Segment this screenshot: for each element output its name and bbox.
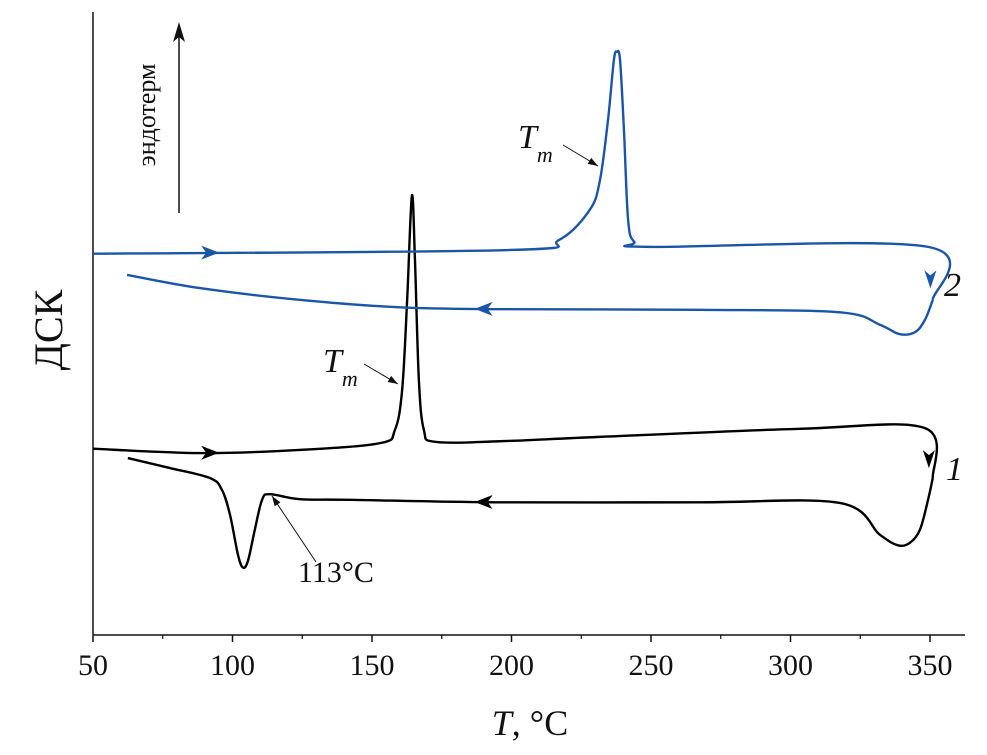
x-tick-label: 200 xyxy=(489,649,534,682)
series-label-2: 2 xyxy=(944,267,961,304)
cooling-arrow-icon xyxy=(474,301,493,316)
crystallization-pointer-head xyxy=(272,496,281,507)
tm-label-1: Tm xyxy=(323,343,358,391)
heating-arrow-icon xyxy=(201,445,220,460)
x-axis-variable: T xyxy=(492,703,515,743)
tm-pointer-2-head xyxy=(587,157,598,166)
turnaround-arrow-icon xyxy=(924,270,937,289)
endotherm-arrow-head xyxy=(173,22,185,42)
x-tick-label: 250 xyxy=(629,649,674,682)
cooling-arrow-icon xyxy=(474,495,493,510)
curves xyxy=(92,49,952,570)
heating-curve-2 xyxy=(92,49,952,301)
series-label-1: 1 xyxy=(946,451,963,488)
x-tick-label: 50 xyxy=(78,649,108,682)
series-1 xyxy=(92,194,939,570)
axes: 50 100 150 200 250 300 350 xyxy=(78,12,965,682)
heating-curve-1 xyxy=(92,194,939,479)
x-tick-label: 150 xyxy=(350,649,395,682)
crystallization-pointer xyxy=(271,495,317,563)
x-axis-unit: , °C xyxy=(512,703,568,743)
x-tick-label: 300 xyxy=(768,649,813,682)
tm-pointer-1-head xyxy=(387,375,398,384)
x-tick-label: 100 xyxy=(210,649,255,682)
annotations xyxy=(271,144,599,563)
y-axis-label: ДСК xyxy=(26,289,71,370)
x-tick-label: 350 xyxy=(908,649,953,682)
tm-label-2: Tm xyxy=(518,119,553,167)
series-2 xyxy=(92,49,952,336)
crystallization-label: 113°C xyxy=(298,556,374,589)
x-axis-label: T, °C xyxy=(492,703,568,743)
turnaround-arrow-icon xyxy=(922,450,935,469)
heating-arrow-icon xyxy=(201,245,220,260)
cooling-curve-1 xyxy=(127,456,934,570)
endotherm-label: эндотерм xyxy=(132,64,161,167)
cooling-curve-2 xyxy=(126,273,934,336)
